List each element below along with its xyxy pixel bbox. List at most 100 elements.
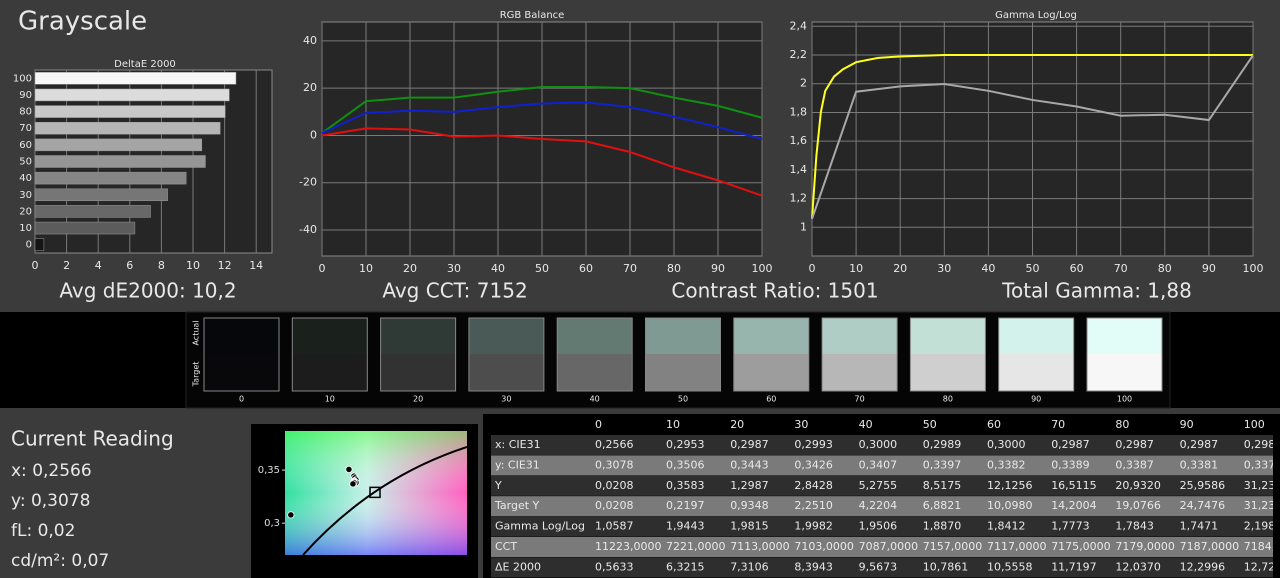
table-cell: 10,0980 bbox=[987, 499, 1033, 512]
table-row bbox=[491, 516, 1273, 537]
y-tick-label: -20 bbox=[299, 176, 317, 189]
table-cell: 7,3106 bbox=[730, 560, 769, 573]
row-label: Gamma Log/Log bbox=[495, 520, 585, 533]
swatch-row-label: Target bbox=[192, 362, 201, 388]
table-row bbox=[491, 435, 1273, 455]
swatch-border bbox=[821, 317, 898, 392]
swatch-actual bbox=[557, 318, 633, 354]
table-header: 50 bbox=[923, 418, 937, 431]
x-tick-label: 6 bbox=[126, 259, 133, 272]
swatch-border bbox=[733, 317, 810, 392]
y-tick-label: 90 bbox=[19, 90, 32, 101]
table-cell: 25,9586 bbox=[1180, 479, 1226, 492]
target-point bbox=[369, 486, 381, 499]
table-header: 30 bbox=[794, 418, 808, 431]
y-tick-label: 70 bbox=[19, 123, 32, 134]
table-cell: 7175,0000 bbox=[1051, 540, 1111, 553]
row-label: ΔE 2000 bbox=[495, 560, 541, 573]
table-header: 0 bbox=[595, 418, 602, 431]
table-cell: 4,2204 bbox=[859, 499, 898, 512]
table-cell: 0,3389 bbox=[1051, 458, 1090, 471]
y-tick-label: 100 bbox=[13, 73, 32, 84]
table-cell: 7117,0000 bbox=[987, 540, 1047, 553]
bar bbox=[34, 205, 151, 218]
y-tick-label: 1,8 bbox=[790, 105, 808, 118]
x-tick-label: 10 bbox=[186, 259, 200, 272]
swatch-label: 0 bbox=[239, 395, 244, 404]
table-cell: 7113,0000 bbox=[730, 540, 790, 553]
swatch-border bbox=[468, 317, 545, 392]
x-tick-label: 80 bbox=[1158, 262, 1172, 275]
table-cell: 1,8412 bbox=[987, 520, 1026, 533]
swatch-actual bbox=[822, 318, 898, 354]
table-cell: 8,5175 bbox=[923, 479, 962, 492]
summary-value: Total Gamma: 1,88 bbox=[1001, 279, 1192, 303]
table-cell: 2,8428 bbox=[794, 479, 833, 492]
x-tick-label: 0 bbox=[319, 262, 326, 275]
table-cell: 0,2987 bbox=[1180, 438, 1219, 451]
table-cell: 19,0766 bbox=[1115, 499, 1161, 512]
x-tick-label: 30 bbox=[937, 262, 951, 275]
x-tick-label: 4 bbox=[95, 259, 102, 272]
swatch-target bbox=[822, 354, 898, 391]
table-row bbox=[491, 475, 1273, 496]
table-header: 60 bbox=[987, 418, 1001, 431]
table-cell: 7087,0000 bbox=[859, 540, 919, 553]
swatch-label: 60 bbox=[766, 395, 776, 404]
table-cell: 1,7773 bbox=[1051, 520, 1090, 533]
y-tick-label: 0 bbox=[310, 128, 317, 141]
reading-line: x: 0,2566 bbox=[11, 461, 92, 481]
table-cell: 9,5673 bbox=[859, 560, 898, 573]
x-tick-label: 90 bbox=[1202, 262, 1216, 275]
swatch-label: 90 bbox=[1031, 395, 1041, 404]
reading-line: cd/m²: 0,07 bbox=[11, 551, 109, 571]
table-cell: 7179,0000 bbox=[1115, 540, 1175, 553]
swatch-actual bbox=[468, 318, 544, 354]
x-tick-label: 80 bbox=[667, 262, 681, 275]
x-tick-label: 0 bbox=[809, 262, 816, 275]
row-label: Target Y bbox=[494, 499, 540, 512]
x-tick-label: 14 bbox=[249, 259, 263, 272]
y-tick-label: 1,2 bbox=[790, 192, 808, 205]
table-cell: 0,9348 bbox=[730, 499, 769, 512]
table-cell: 1,7843 bbox=[1115, 520, 1154, 533]
table-cell: 2,2510 bbox=[794, 499, 833, 512]
table-cell: 7184, bbox=[1244, 540, 1276, 553]
x-tick-label: 60 bbox=[579, 262, 593, 275]
table-row bbox=[491, 496, 1273, 517]
table-cell: 0,3583 bbox=[666, 479, 705, 492]
x-tick-label: 10 bbox=[849, 262, 863, 275]
table-row bbox=[491, 537, 1273, 557]
x-tick-label: 70 bbox=[1114, 262, 1128, 275]
x-tick-label: 50 bbox=[535, 262, 549, 275]
table-cell: 10,7861 bbox=[923, 560, 969, 573]
bar bbox=[34, 221, 136, 235]
table-cell: 0,3000 bbox=[987, 438, 1026, 451]
x-tick-label: 0,35 bbox=[420, 563, 442, 574]
table-cell: 0,3426 bbox=[794, 458, 833, 471]
table-cell: 0,2953 bbox=[666, 438, 705, 451]
swatch-label: 50 bbox=[678, 395, 688, 404]
x-tick-label: 2 bbox=[63, 259, 70, 272]
bar bbox=[34, 138, 203, 152]
swatch-actual bbox=[380, 318, 456, 354]
table-cell: 24,7476 bbox=[1180, 499, 1226, 512]
y-tick-label: 2 bbox=[800, 77, 807, 90]
table-cell: 12,72 bbox=[1244, 560, 1276, 573]
table-cell: 1,9443 bbox=[666, 520, 705, 533]
x-tick-label: 100 bbox=[1243, 262, 1264, 275]
row-label: CCT bbox=[495, 540, 517, 553]
table-cell: 0,2566 bbox=[595, 438, 634, 451]
swatch-actual bbox=[998, 318, 1074, 354]
page-title: Grayscale bbox=[18, 7, 147, 37]
series-line bbox=[321, 86, 763, 134]
table-cell: 1,9815 bbox=[730, 520, 769, 533]
y-tick-label: 2,4 bbox=[790, 19, 808, 32]
table-header: 10 bbox=[666, 418, 680, 431]
reading-line: fL: 0,02 bbox=[11, 521, 75, 541]
table-cell: 16,5115 bbox=[1051, 479, 1097, 492]
table-cell: 0,0208 bbox=[595, 499, 634, 512]
chart-title: Gamma Log/Log bbox=[995, 10, 1077, 21]
swatch-target bbox=[645, 354, 721, 391]
chart-title: RGB Balance bbox=[500, 10, 565, 21]
